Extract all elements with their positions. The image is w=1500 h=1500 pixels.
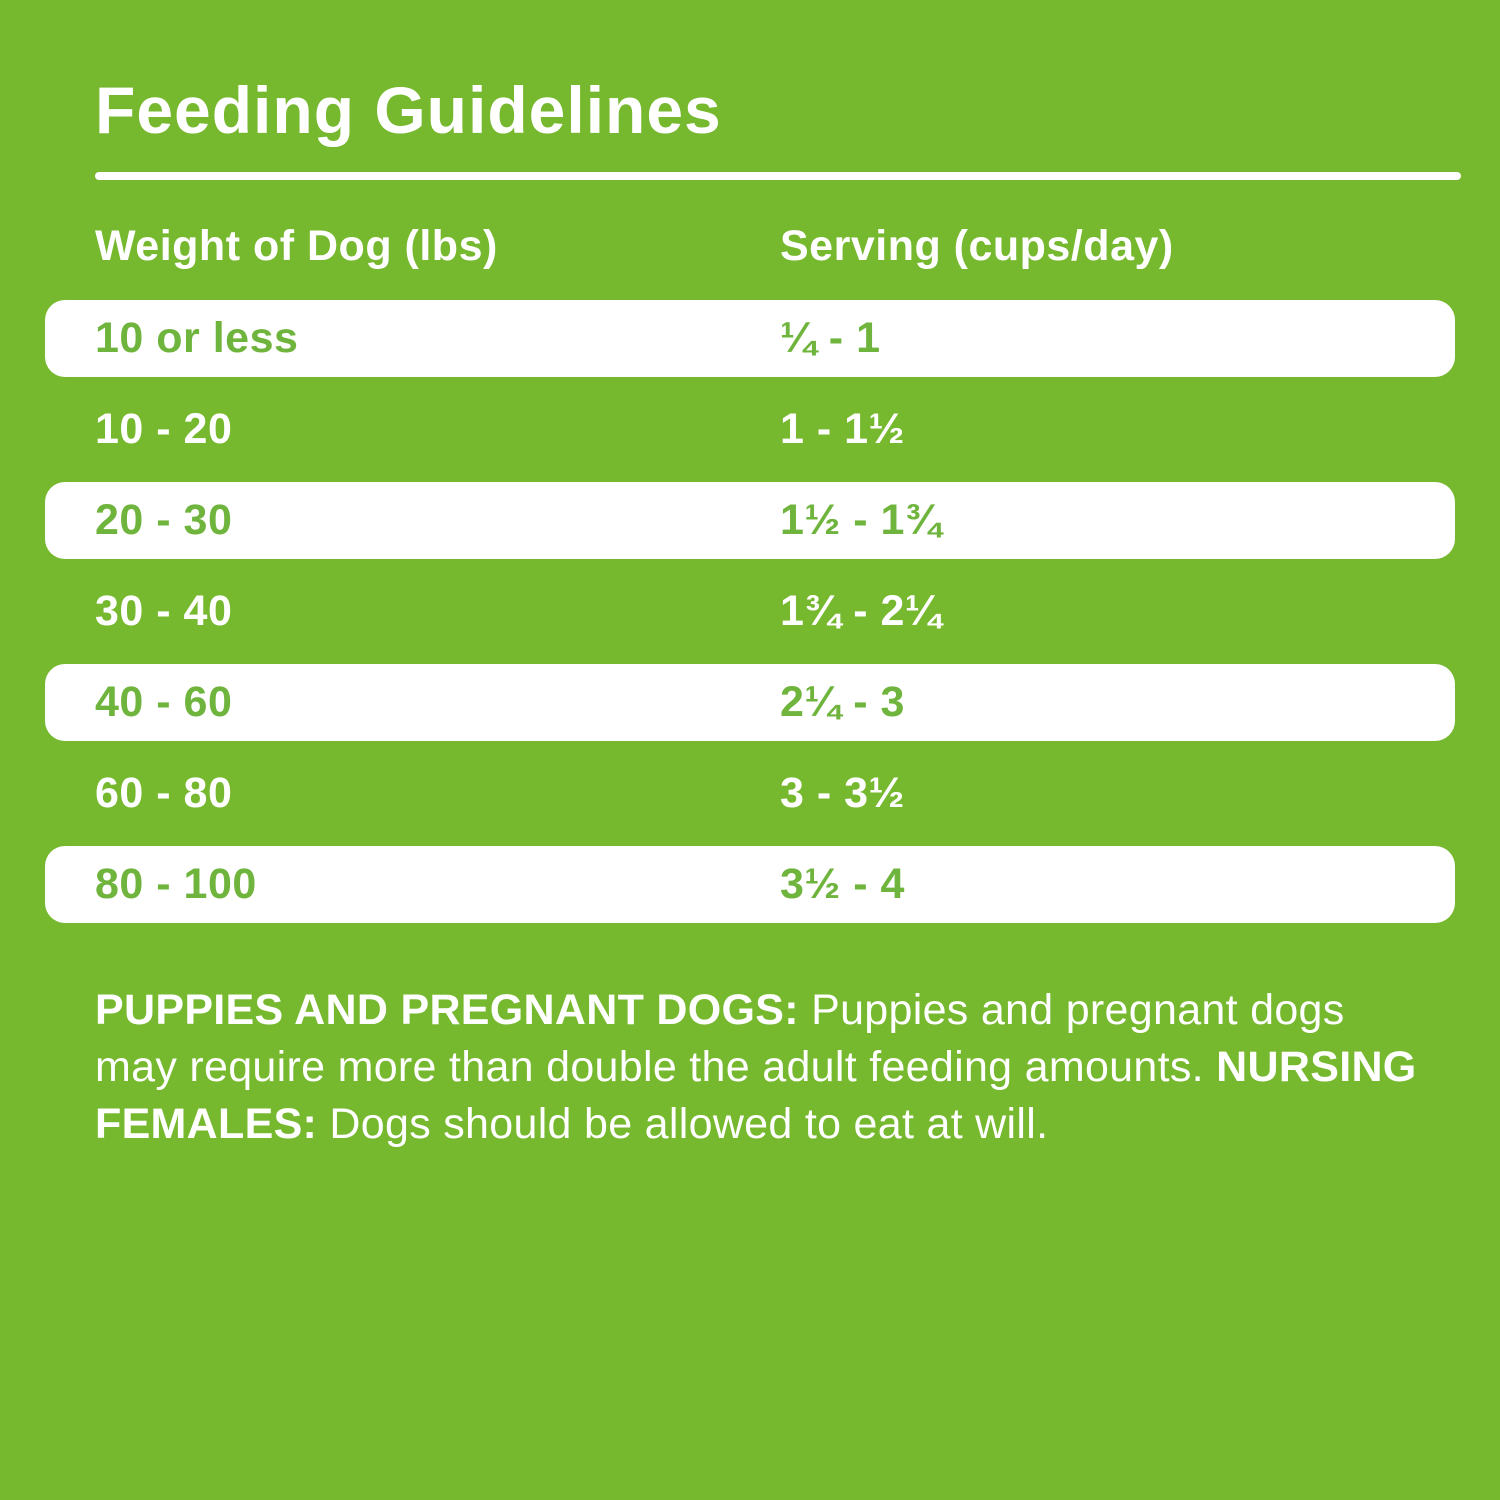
weight-cell: 30 - 40	[95, 587, 233, 635]
note-bold-segment: NURSING FEMALES:	[95, 1043, 1417, 1148]
serving-cell: 1¾ - 2¼	[780, 587, 942, 635]
weight-cell: 40 - 60	[95, 678, 233, 726]
title-underline	[95, 172, 1461, 180]
column-header-weight: Weight of Dog (lbs)	[95, 222, 498, 270]
table-row: 60 - 80 3 - 3½	[45, 755, 1455, 832]
note-text-segment: Puppies and pregnant dogs may require mo…	[95, 986, 1345, 1091]
serving-cell: 1 - 1½	[780, 405, 905, 453]
serving-cell: 3 - 3½	[780, 769, 905, 817]
serving-cell: 1½ - 1¾	[780, 496, 942, 544]
feeding-table: 10 or less ¼ - 1 10 - 20 1 - 1½ 20 - 30 1½ - …	[45, 300, 1455, 937]
weight-cell: 80 - 100	[95, 860, 257, 908]
table-row: 30 - 40 1¾ - 2¼	[45, 573, 1455, 650]
table-row: 80 - 100 3½ - 4	[45, 846, 1455, 923]
serving-cell: 3½ - 4	[780, 860, 905, 908]
note-bold-segment: PUPPIES AND PREGNANT DOGS:	[95, 986, 799, 1034]
column-header-serving: Serving (cups/day)	[780, 222, 1174, 270]
table-row: 40 - 60 2¼ - 3	[45, 664, 1455, 741]
page-title: Feeding Guidelines	[95, 73, 722, 147]
note-text-segment: Dogs should be allowed to eat at will.	[317, 1100, 1049, 1148]
table-column-headers: Weight of Dog (lbs) Serving (cups/day)	[95, 222, 1455, 271]
table-row: 10 or less ¼ - 1	[45, 300, 1455, 377]
table-row: 20 - 30 1½ - 1¾	[45, 482, 1455, 559]
table-row: 10 - 20 1 - 1½	[45, 391, 1455, 468]
weight-cell: 10 - 20	[95, 405, 233, 453]
weight-cell: 10 or less	[95, 314, 299, 362]
feeding-note: PUPPIES AND PREGNANT DOGS: Puppies and p…	[95, 982, 1425, 1153]
weight-cell: 20 - 30	[95, 496, 233, 544]
weight-cell: 60 - 80	[95, 769, 233, 817]
serving-cell: ¼ - 1	[780, 314, 881, 362]
serving-cell: 2¼ - 3	[780, 678, 905, 726]
